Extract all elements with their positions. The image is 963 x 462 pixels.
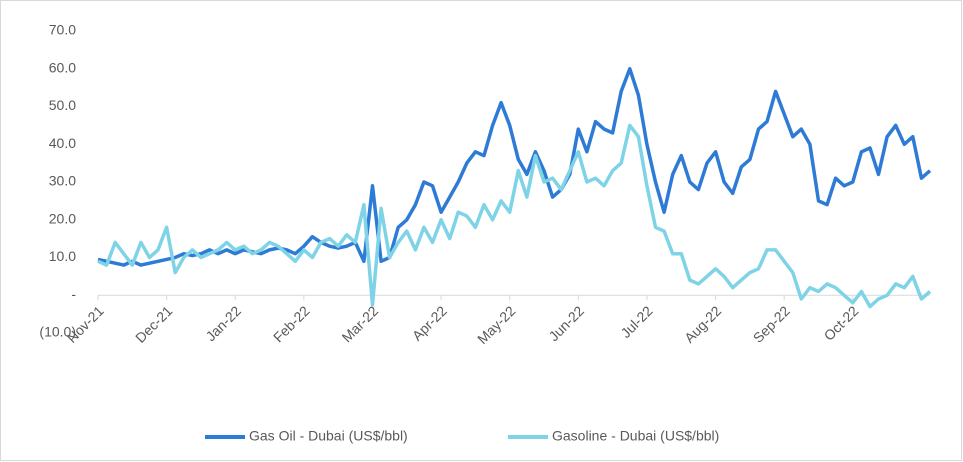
y-tick-label: 10.0	[49, 248, 76, 264]
y-tick-label: 60.0	[49, 59, 76, 75]
y-tick-label: 20.0	[49, 210, 76, 226]
legend-label: Gasoline - Dubai (US$/bbl)	[552, 428, 719, 444]
y-tick-label: 40.0	[49, 135, 76, 151]
line-series	[97, 123, 932, 309]
y-tick-label: 30.0	[49, 173, 76, 189]
line-series	[97, 67, 932, 267]
legend-label: Gas Oil - Dubai (US$/bbl)	[249, 428, 408, 444]
y-tick-label: (10.0)	[39, 324, 76, 340]
y-tick-label: -	[71, 286, 76, 302]
y-tick-label: 50.0	[49, 97, 76, 113]
y-tick-label: 70.0	[49, 22, 76, 38]
